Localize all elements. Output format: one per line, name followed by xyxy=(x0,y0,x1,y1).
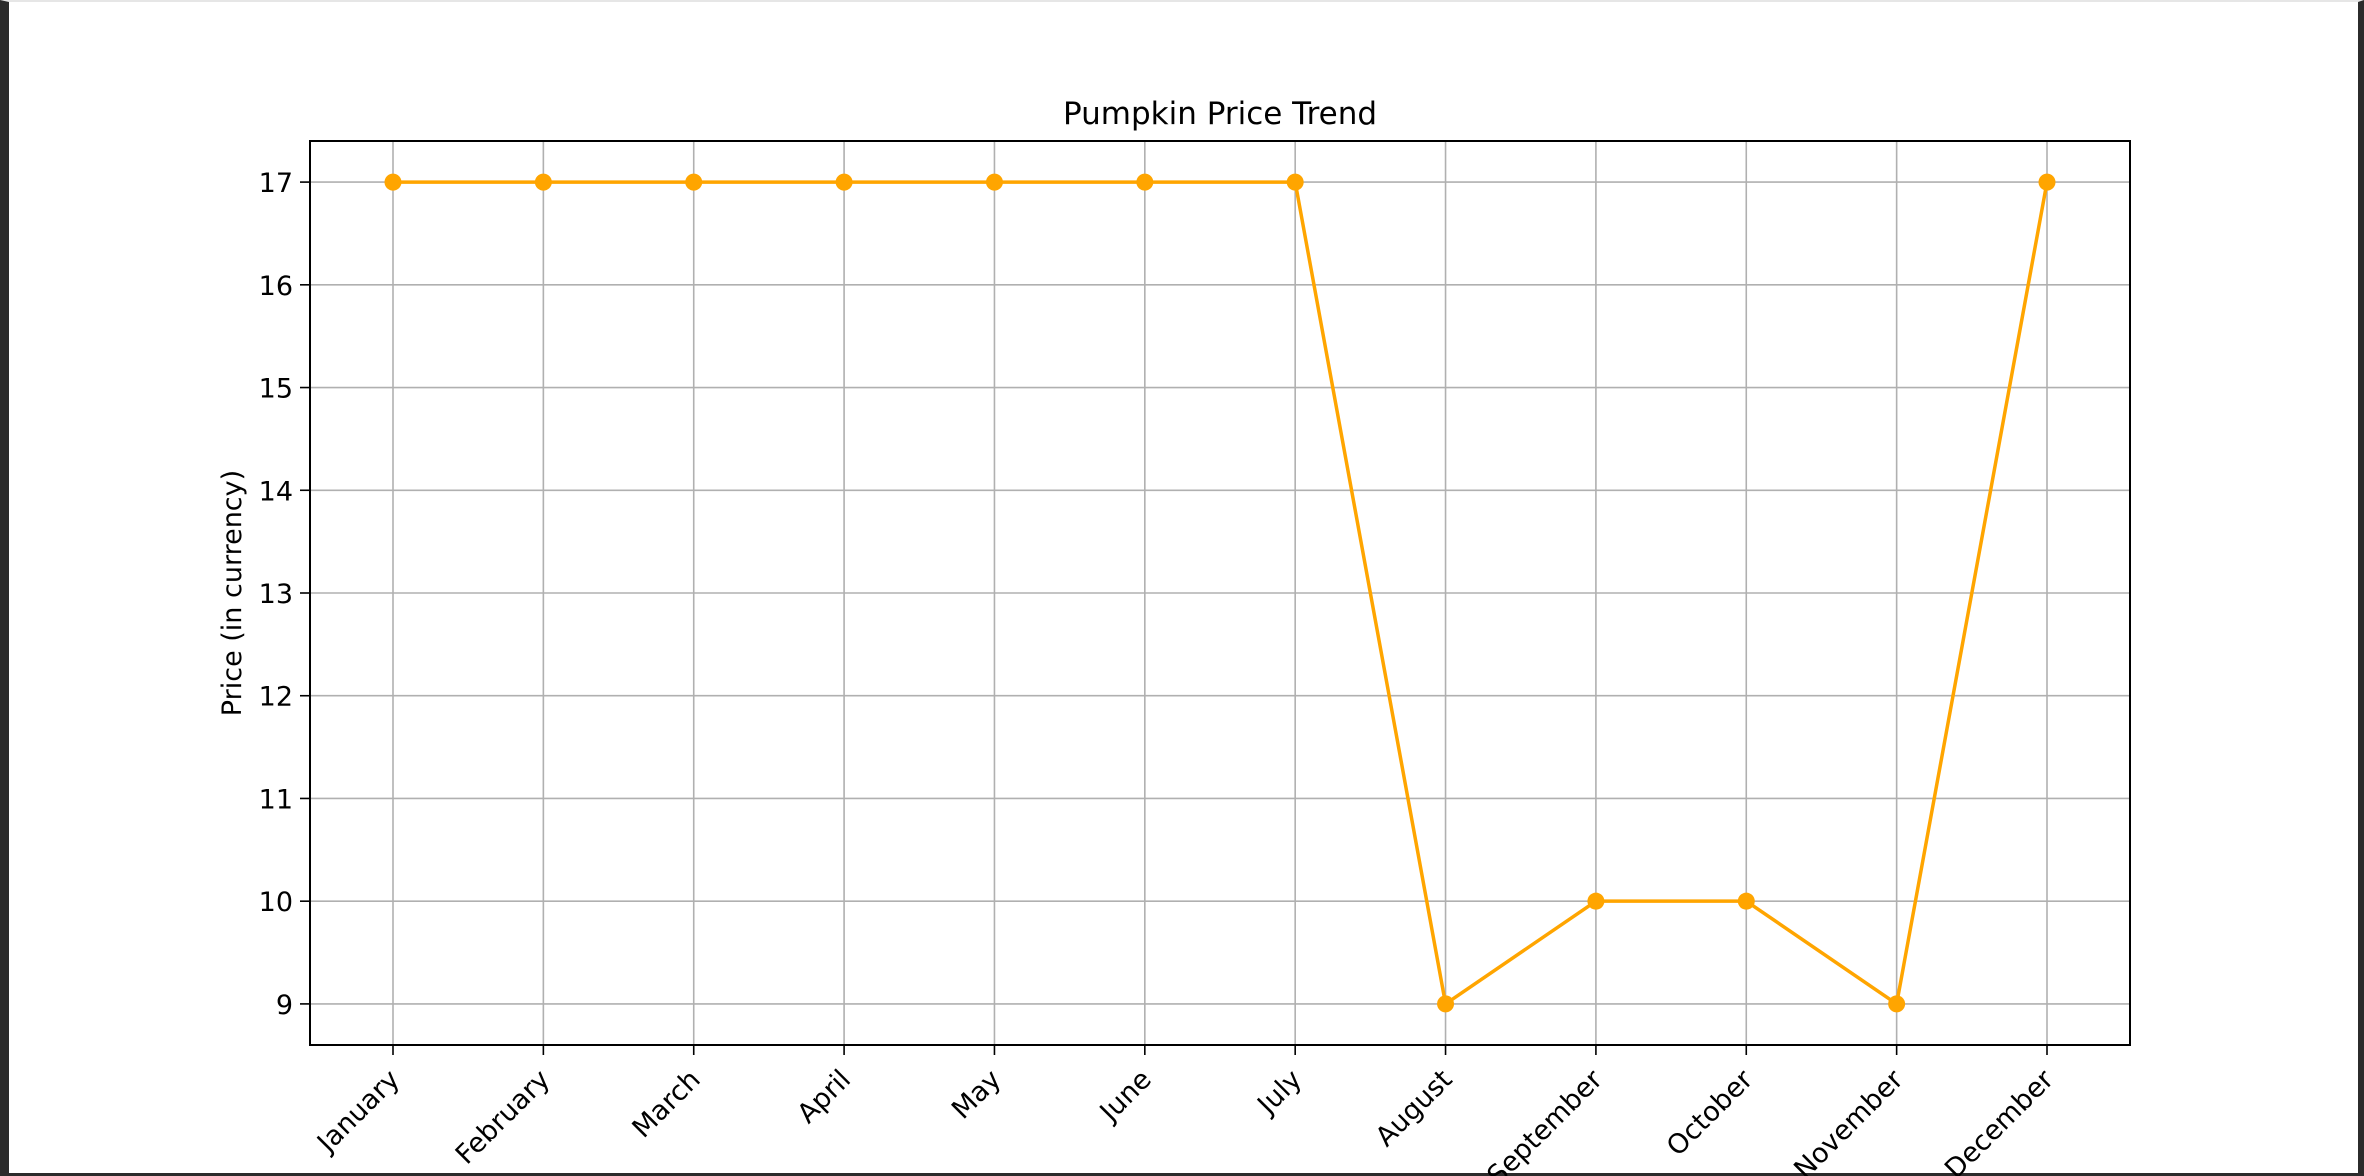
y-tick-label: 16 xyxy=(259,271,293,302)
data-point xyxy=(835,173,853,191)
y-tick-label: 13 xyxy=(259,579,293,610)
x-tick-label: November xyxy=(1788,1063,1910,1176)
x-tick-label: July xyxy=(1250,1064,1308,1122)
x-tick-label: April xyxy=(791,1064,857,1130)
data-point xyxy=(1286,173,1304,191)
data-point xyxy=(1737,892,1755,910)
data-point xyxy=(1587,892,1605,910)
data-point xyxy=(1437,995,1455,1013)
y-tick-label: 11 xyxy=(259,784,293,815)
plot-frame xyxy=(309,140,2131,1046)
x-tick-label: January xyxy=(310,1064,406,1160)
y-tick-label: 12 xyxy=(259,682,293,713)
data-point xyxy=(534,173,552,191)
data-point xyxy=(985,173,1003,191)
axes: January February March April May June July Augu… xyxy=(259,140,2131,1176)
chart-title: Pumpkin Price Trend xyxy=(1063,96,1377,132)
x-tick-label: December xyxy=(1939,1063,2061,1176)
y-tick-label: 17 xyxy=(259,168,293,199)
x-tick-label: May xyxy=(946,1064,1007,1125)
x-tick-label: March xyxy=(627,1064,707,1144)
data-point xyxy=(2038,173,2056,191)
grid xyxy=(310,141,2130,1045)
data-point xyxy=(685,173,703,191)
y-tick-label: 15 xyxy=(259,374,293,405)
y-tick-label: 10 xyxy=(259,887,293,918)
x-tick-label: June xyxy=(1093,1064,1158,1129)
series-line xyxy=(393,180,2049,1006)
x-tick-label: February xyxy=(450,1064,557,1171)
series xyxy=(384,173,2056,1013)
x-tick-label: August xyxy=(1370,1064,1459,1153)
chart: January February March April May June July Augu… xyxy=(217,96,2131,1176)
x-tick-label: September xyxy=(1481,1063,1609,1176)
data-point xyxy=(1888,995,1906,1013)
data-point xyxy=(1136,173,1154,191)
y-tick-label: 9 xyxy=(276,990,293,1021)
labels: Pumpkin Price Trend Price (in currency) xyxy=(217,96,1377,716)
y-tick-label: 14 xyxy=(259,476,293,507)
x-tick-label: October xyxy=(1661,1063,1760,1162)
y-axis-label: Price (in currency) xyxy=(217,470,248,716)
data-point xyxy=(384,173,402,191)
